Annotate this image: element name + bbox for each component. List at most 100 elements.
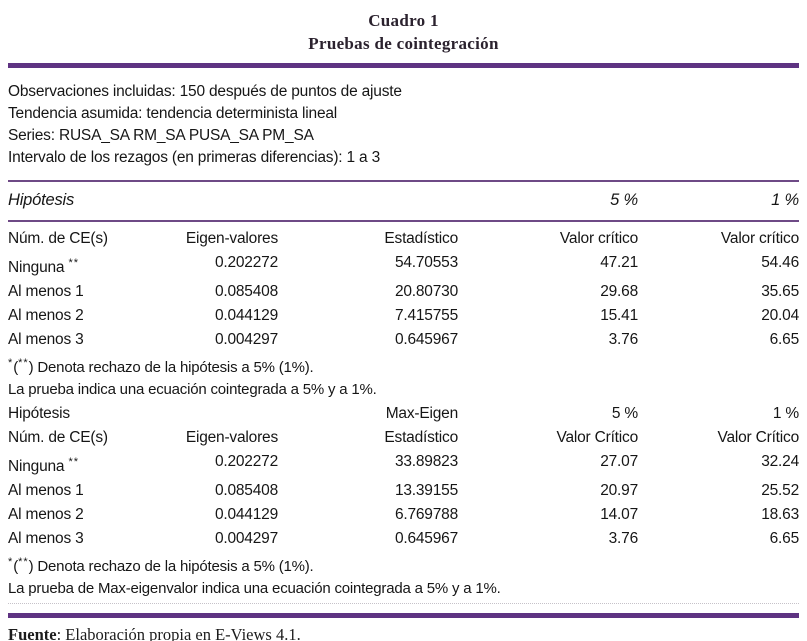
trace-footnote-2: La prueba indica una ecuación cointegrad… [8,381,377,399]
top-rule [8,63,799,68]
hypothesis-label: Hipótesis [8,405,70,423]
footnote-text: ) Denota rechazo de la hipótesis a 5% (1… [28,359,314,377]
maxeigen-header-row: Núm. de CE(s) Eigen-valores Estadístico … [8,426,799,450]
bottom-rule [8,613,799,619]
cell-cv5: 27.07 [600,453,638,471]
cell-cv5: 14.07 [600,506,638,524]
info-trend: Tendencia asumida: tendencia determinist… [8,105,338,122]
cell-cv5: 3.76 [608,331,639,349]
empty-cell [183,191,278,210]
cell-ce-text: Ninguna [8,259,65,277]
cell-ce: Al menos 3 [8,331,84,349]
cell-cv5: 15.41 [600,307,638,325]
cell-ce: Al menos 1 [8,482,84,500]
cell-eigen: 0.004297 [214,530,278,548]
cell-ce-text: Ninguna [8,458,65,476]
faint-dotted-rule [8,603,799,605]
header-cv5: Valor crítico [559,230,638,247]
cell-cv1: 35.65 [761,283,799,301]
cell-stat: 0.645967 [394,530,458,548]
divider-rule [8,220,799,222]
info-observations: Observaciones incluidas: 150 después de … [8,83,402,100]
table-row: Al menos 3 0.004297 0.645967 3.76 6.65 [8,527,799,551]
maxeigen-footnote-1: *(**) Denota rechazo de la hipótesis a 5… [8,551,799,578]
header-ce: Núm. de CE(s) [8,429,108,447]
cell-stat: 54.70553 [394,254,458,271]
cell-eigen: 0.044129 [214,506,278,524]
header-stat: Estadístico [384,230,458,247]
header-ce: Núm. de CE(s) [8,230,108,247]
header-cv1: Valor Crítico [717,429,799,447]
cell-cv5: 20.97 [600,482,638,500]
header-eigen: Eigen-valores [185,429,278,447]
significance-stars: ** [68,257,80,269]
cell-cv1: 32.24 [761,453,799,471]
paren: ( [13,558,19,576]
cell-ce: Ninguna ** [8,251,183,280]
spec-info-block: Observaciones incluidas: 150 después de … [8,81,799,169]
crit1-label: 1 % [772,405,799,423]
cell-eigen: 0.202272 [214,453,278,471]
cell-eigen: 0.202272 [214,254,278,271]
cell-stat: 7.415755 [394,307,458,325]
cell-cv1: 20.04 [761,307,799,325]
empty-cell [278,191,458,210]
trace-footnote-1: *(**) Denota rechazo de la hipótesis a 5… [8,352,799,379]
star: * [8,556,14,569]
trace-hypothesis-row: Hipótesis 5 % 1 % [8,182,799,220]
cell-ce: Al menos 2 [8,307,84,325]
cell-cv5: 29.68 [600,283,638,301]
hypothesis-label: Hipótesis [8,191,75,209]
cell-cv1: 6.65 [769,331,800,349]
maxeigen-label: Max-Eigen [385,405,458,423]
cell-ce: Al menos 2 [8,506,84,524]
cell-cv1: 18.63 [761,506,799,524]
header-cv1: Valor crítico [720,230,799,247]
table-row: Al menos 2 0.044129 7.415755 15.41 20.04 [8,304,799,328]
cell-eigen: 0.085408 [214,482,278,500]
trace-header-row: Núm. de CE(s) Eigen-valores Estadístico … [8,227,799,251]
cell-stat: 20.80730 [394,283,458,301]
table-row: Ninguna ** 0.202272 33.89823 27.07 32.24 [8,450,799,479]
source-text: : Elaboración propia en E-Views 4.1. [56,625,301,641]
cell-ce: Al menos 3 [8,530,84,548]
info-series: Series: RUSA_SA RM_SA PUSA_SA PM_SA [8,127,314,144]
paren: ( [13,359,19,377]
maxeigen-footnote-2: La prueba de Max-eigenvalor indica una e… [8,580,501,598]
cell-eigen: 0.044129 [214,307,278,325]
table-row: Ninguna ** 0.202272 54.70553 47.21 54.46 [8,251,799,280]
table-row: Al menos 2 0.044129 6.769788 14.07 18.63 [8,503,799,527]
cell-ce: Al menos 1 [8,283,84,301]
cell-cv5: 47.21 [600,254,638,271]
maxeigen-hypothesis-row: Hipótesis Max-Eigen 5 % 1 % [8,402,799,426]
crit5-label: 5 % [610,191,638,209]
cell-cv1: 6.65 [769,530,800,548]
header-cv5: Valor Crítico [556,429,638,447]
crit5-label: 5 % [611,405,638,423]
cell-stat: 6.769788 [394,506,458,524]
table-title-line1: Cuadro 1 [368,11,439,30]
stars: ** [18,357,29,370]
header-stat: Estadístico [384,429,458,447]
cell-stat: 0.645967 [394,331,458,349]
footnote-text: ) Denota rechazo de la hipótesis a 5% (1… [28,558,314,576]
table-row: Al menos 1 0.085408 13.39155 20.97 25.52 [8,479,799,503]
cell-cv1: 25.52 [761,482,799,500]
cell-eigen: 0.085408 [214,283,278,301]
cell-cv1: 54.46 [761,254,799,271]
stars: ** [18,556,29,569]
significance-stars: ** [68,456,80,469]
cell-stat: 13.39155 [394,482,458,500]
cell-ce: Ninguna ** [8,450,183,479]
cell-cv5: 3.76 [608,530,639,548]
info-lag-interval: Intervalo de los rezagos (en primeras di… [8,149,380,166]
empty-cell [183,402,278,426]
cell-stat: 33.89823 [394,453,458,471]
table-title-line2: Pruebas de cointegración [308,34,499,53]
source-label: Fuente [8,625,57,641]
star: * [8,357,14,370]
table-row: Al menos 1 0.085408 20.80730 29.68 35.65 [8,280,799,304]
crit1-label: 1 % [771,191,799,209]
header-eigen: Eigen-valores [185,230,278,247]
